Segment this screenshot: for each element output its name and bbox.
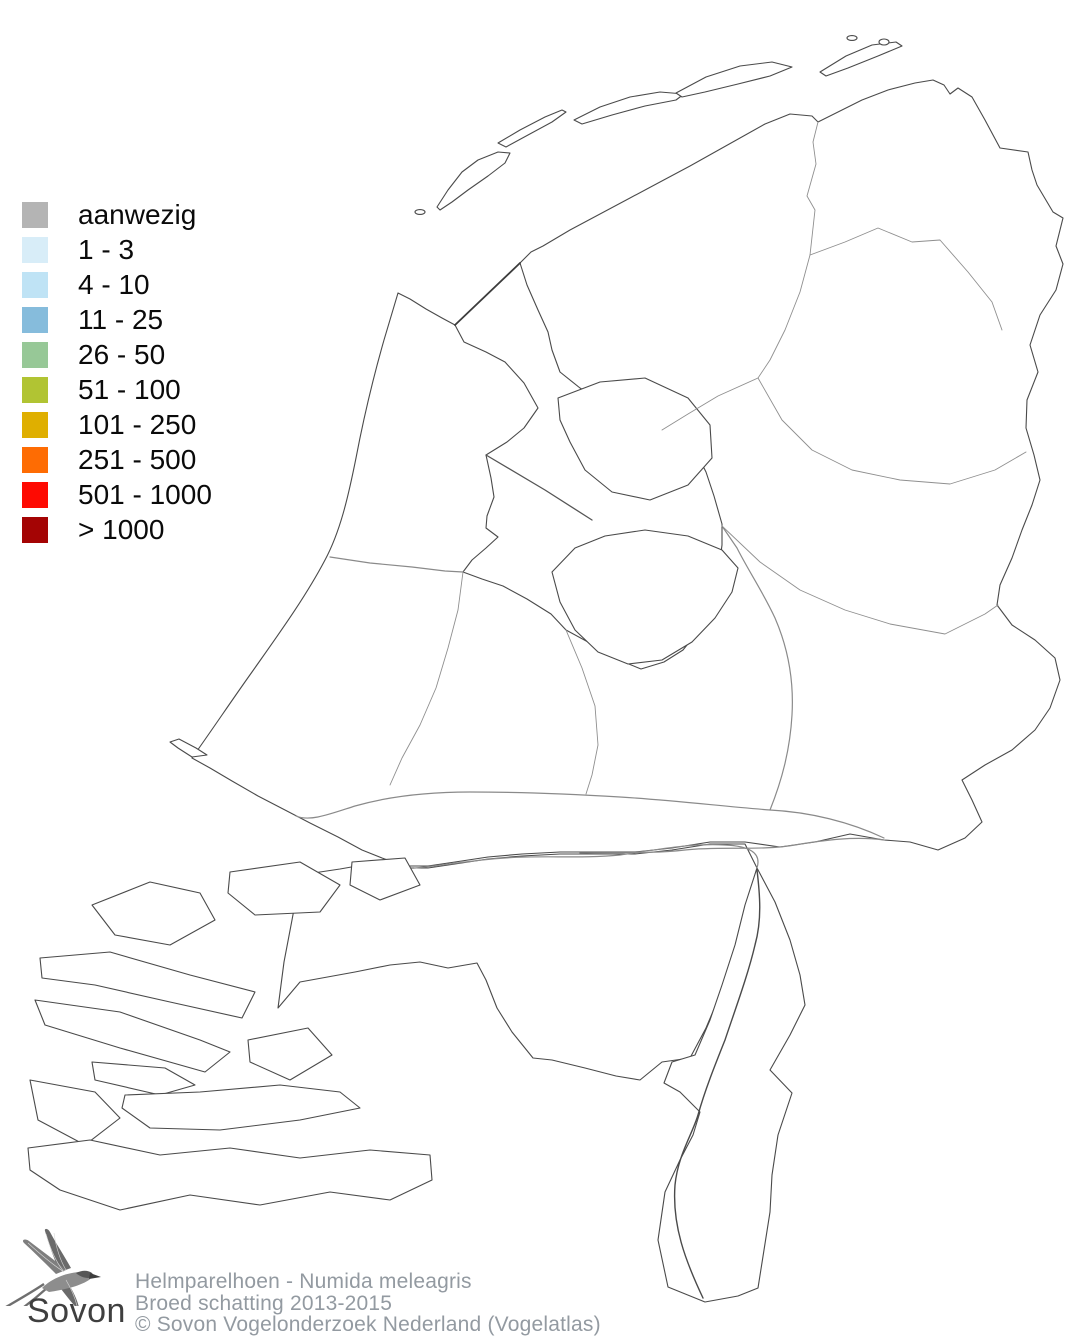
region-limburg — [657, 867, 806, 1303]
legend-item: aanwezig — [22, 199, 212, 230]
sovon-wordmark: Sovon — [27, 1292, 126, 1330]
legend-color-swatch — [22, 237, 48, 263]
island-zuid-beveland — [121, 1084, 361, 1131]
island-noord-beveland — [91, 1061, 196, 1096]
map-legend: aanwezig 1 - 3 4 - 10 11 - 25 26 - 50 — [22, 199, 212, 545]
swallow-tail-streamer — [23, 1287, 48, 1306]
island-dordrecht — [349, 857, 421, 901]
afsluitdijk-line — [454, 262, 521, 326]
legend-label: 11 - 25 — [78, 304, 164, 335]
legend-item: 26 - 50 — [22, 339, 212, 370]
legend-color-swatch — [22, 272, 48, 298]
river-rijn-lek — [295, 791, 885, 839]
legend-label: 26 - 50 — [78, 339, 166, 370]
sovon-swallow-logo — [5, 1228, 101, 1306]
legend-label: 251 - 500 — [78, 444, 197, 475]
islet — [878, 38, 890, 46]
legend-item: 101 - 250 — [22, 409, 212, 440]
river-waal — [579, 837, 885, 854]
islet — [414, 209, 426, 215]
island-vlieland — [497, 109, 567, 148]
island-tholen — [247, 1027, 333, 1081]
legend-color-swatch — [22, 482, 48, 508]
wing-mesh-line — [65, 1279, 78, 1306]
legend-item: 4 - 10 — [22, 269, 212, 300]
swallow-body — [42, 1272, 92, 1292]
river-maas-limburg — [673, 869, 761, 1299]
river-ijssel — [721, 525, 793, 811]
legend-label: aanwezig — [78, 199, 197, 230]
legend-color-swatch — [22, 412, 48, 438]
border-drenthe-north — [809, 227, 1003, 331]
canal-noordzeekanaal — [329, 556, 464, 573]
legend-item: 1 - 3 — [22, 234, 212, 265]
island-walcheren — [29, 1079, 121, 1146]
legend-color-swatch — [22, 307, 48, 333]
caption-survey: Broed schatting 2013-2015 — [135, 1291, 393, 1315]
legend-color-swatch — [22, 342, 48, 368]
legend-label: 501 - 1000 — [78, 479, 212, 510]
border-overijssel-gelderland — [721, 525, 999, 635]
caption-copyright: © Sovon Vogelonderzoek Nederland (Vogela… — [135, 1313, 601, 1336]
island-terschelling — [573, 91, 685, 125]
swallow-beak — [89, 1273, 101, 1279]
maasvlakte-spit — [169, 738, 208, 758]
wing-mesh-line — [27, 1242, 65, 1273]
region-noordoostpolder — [557, 377, 713, 501]
legend-label: > 1000 — [78, 514, 165, 545]
island-ameland — [675, 61, 793, 98]
legend-label: 4 - 10 — [78, 269, 150, 300]
border-drenthe-overijssel — [757, 377, 1027, 485]
legend-item: 51 - 100 — [22, 374, 212, 405]
legend-color-swatch — [22, 447, 48, 473]
island-schouwen-duiveland — [34, 999, 231, 1073]
region-zeeuws-vlaanderen — [27, 1139, 433, 1211]
legend-color-swatch — [22, 517, 48, 543]
river-maas-west — [414, 844, 759, 869]
houtribdijk-line — [485, 454, 593, 521]
border-friesland-south — [661, 377, 759, 431]
island-voorne-putten — [91, 881, 216, 946]
swallow-tail-streamer — [5, 1283, 45, 1306]
legend-color-swatch — [22, 202, 48, 228]
region-flevoland — [551, 529, 739, 665]
border-friesland-groningen — [806, 121, 819, 256]
wing-mesh-line — [53, 1232, 67, 1271]
legend-label: 51 - 100 — [78, 374, 181, 405]
island-goeree-overflakkee — [39, 951, 256, 1019]
border-utrecht-west — [389, 571, 464, 786]
region-noord-brabant — [277, 843, 758, 1081]
legend-color-swatch — [22, 377, 48, 403]
map-caption: Helmparelhoen - Numida meleagris Broed s… — [135, 1271, 601, 1336]
border-utrecht-east — [565, 629, 599, 795]
legend-label: 101 - 250 — [78, 409, 197, 440]
caption-species: Helmparelhoen - Numida meleagris — [135, 1270, 472, 1293]
legend-label: 1 - 3 — [78, 234, 135, 265]
islet — [846, 35, 858, 41]
swallow-head — [76, 1270, 93, 1278]
legend-item: 501 - 1000 — [22, 479, 212, 510]
island-schiermonnikoog — [819, 41, 903, 77]
legend-item: 11 - 25 — [22, 304, 212, 335]
island-texel — [436, 151, 511, 211]
legend-item: 251 - 500 — [22, 444, 212, 475]
island-hoeksche-waard — [227, 861, 341, 916]
legend-item: > 1000 — [22, 514, 212, 545]
wing-mesh-line — [45, 1233, 65, 1273]
border-friesland-drenthe — [757, 254, 811, 379]
